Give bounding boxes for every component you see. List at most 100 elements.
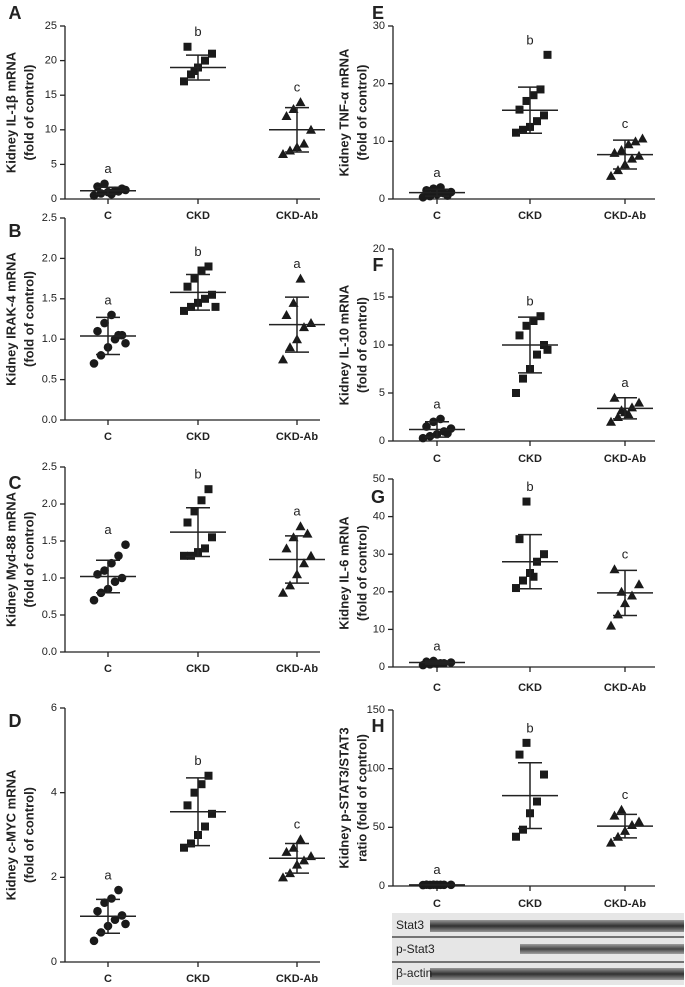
data-point xyxy=(281,110,292,120)
y-tick-label: 10 xyxy=(373,135,385,147)
data-point xyxy=(288,297,299,307)
data-point xyxy=(211,302,220,311)
y-tick-label: 15 xyxy=(45,89,57,101)
group-letter: a xyxy=(433,165,441,180)
data-point xyxy=(519,825,527,834)
group-letter: a xyxy=(293,504,301,519)
sd-bar xyxy=(285,535,309,584)
y-tick-label: 10 xyxy=(373,339,385,351)
data-point xyxy=(627,590,637,600)
y-tick-label: 0.5 xyxy=(42,374,57,386)
y-axis-label: Kidney Myd-88 mRNA xyxy=(3,491,18,627)
sd-bar xyxy=(96,186,120,195)
sd-bar xyxy=(613,397,637,420)
y-tick-label: 0 xyxy=(379,880,385,892)
data-point xyxy=(190,788,199,797)
y-tick-label: 50 xyxy=(373,473,385,485)
data-point xyxy=(306,318,316,328)
data-point xyxy=(418,192,428,202)
data-point xyxy=(425,431,435,441)
x-tick-label: CKD-Ab xyxy=(276,210,318,222)
data-point xyxy=(540,111,548,120)
blot-band xyxy=(430,968,684,980)
data-point xyxy=(117,911,127,920)
data-point xyxy=(110,915,120,924)
data-point xyxy=(623,409,634,419)
x-tick-label: CKD-Ab xyxy=(604,453,646,465)
blot-label: p-Stat3 xyxy=(396,942,435,956)
data-point xyxy=(288,104,299,114)
data-point xyxy=(197,496,206,505)
y-tick-label: 0.0 xyxy=(42,646,57,658)
data-point xyxy=(180,843,188,852)
data-point xyxy=(278,354,288,364)
data-point xyxy=(522,321,531,330)
data-point xyxy=(536,85,545,94)
data-point xyxy=(183,801,192,810)
data-point xyxy=(522,738,531,747)
data-point xyxy=(515,535,524,544)
data-point xyxy=(93,326,102,336)
sd-bar xyxy=(518,533,542,590)
data-point xyxy=(201,56,209,65)
data-point xyxy=(606,416,616,426)
data-point xyxy=(278,587,288,597)
y-tick-label: 2.5 xyxy=(42,461,57,473)
y-tick-label: 20 xyxy=(373,78,385,90)
data-point xyxy=(606,170,616,180)
panel: F Kidney IL-10 mRNA (fold of control) 0 5 10 1… xyxy=(336,243,655,465)
x-tick-label: C xyxy=(104,210,112,222)
data-point xyxy=(201,544,209,553)
y-tick-label: 1.0 xyxy=(42,333,57,345)
data-point xyxy=(100,318,109,328)
group-letter: c xyxy=(622,547,629,562)
group-letter: c xyxy=(294,80,301,95)
data-point xyxy=(190,274,199,283)
panel: B Kidney IRAK-4 mRNA (fold of control) 0.0 0… xyxy=(3,212,325,443)
y-axis-label: (fold of control) xyxy=(21,511,36,607)
sd-bar xyxy=(285,106,309,153)
group-letter: a xyxy=(104,522,112,537)
data-point xyxy=(616,405,627,415)
data-point xyxy=(616,804,627,814)
data-point xyxy=(197,780,206,789)
data-point xyxy=(616,144,627,154)
y-tick-label: 1.5 xyxy=(42,293,57,305)
data-point xyxy=(100,179,109,189)
y-tick-label: 2.0 xyxy=(42,252,57,264)
y-tick-label: 10 xyxy=(45,124,57,136)
data-point xyxy=(190,66,199,75)
data-point xyxy=(540,550,548,559)
data-point xyxy=(512,389,520,397)
panel-label: A xyxy=(9,3,22,23)
y-tick-label: 2.0 xyxy=(42,498,57,510)
y-tick-label: 100 xyxy=(367,763,385,775)
data-point xyxy=(533,117,541,126)
data-point xyxy=(281,309,292,319)
data-point xyxy=(204,262,213,271)
group-letter: b xyxy=(194,24,201,39)
data-point xyxy=(295,97,306,107)
y-axis-label: Kidney IL-10 mRNA xyxy=(336,284,351,405)
x-tick-label: C xyxy=(433,682,441,694)
sd-bar xyxy=(96,316,120,356)
sd-bar xyxy=(186,777,210,847)
y-tick-label: 2 xyxy=(51,871,57,883)
data-point xyxy=(306,550,316,560)
data-point xyxy=(295,834,306,844)
y-tick-label: 0 xyxy=(379,435,385,447)
y-axis-label: (fold of control) xyxy=(354,297,369,393)
data-point xyxy=(190,507,199,516)
y-tick-label: 0.0 xyxy=(42,414,57,426)
y-axis-label: (fold of control) xyxy=(354,525,369,621)
sd-bar xyxy=(285,296,309,353)
data-point xyxy=(278,872,288,882)
group-letter: a xyxy=(104,867,112,882)
data-point xyxy=(204,485,213,494)
sd-bar xyxy=(425,660,449,665)
x-tick-label: C xyxy=(433,210,441,222)
data-point xyxy=(285,580,295,590)
panel-label: D xyxy=(9,711,22,731)
data-point xyxy=(180,306,188,315)
sd-bar xyxy=(186,54,210,81)
